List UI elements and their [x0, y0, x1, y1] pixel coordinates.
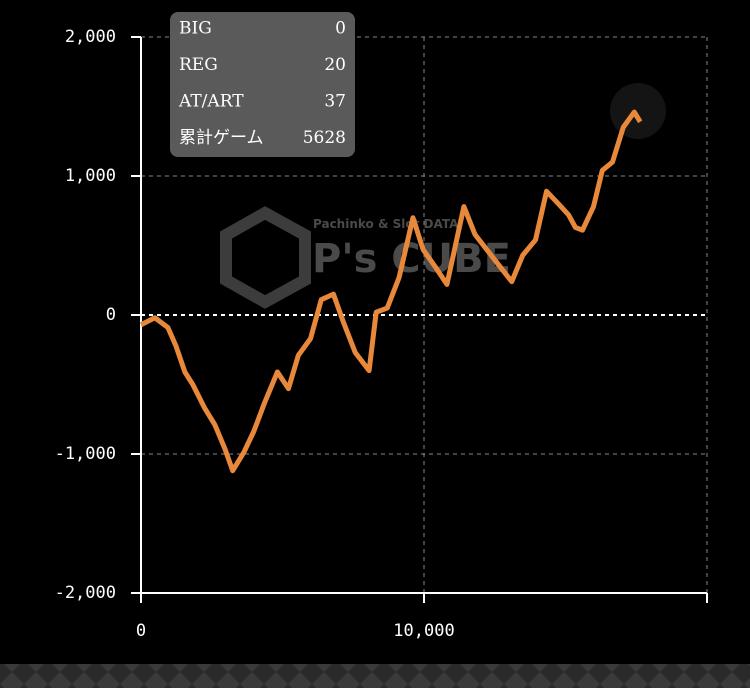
y-tick-label: 1,000	[65, 166, 116, 186]
stat-value: 20	[324, 55, 346, 75]
stat-label: BIG	[179, 19, 212, 39]
stat-label: REG	[179, 55, 218, 75]
stat-value: 37	[324, 92, 346, 112]
y-tick-label: -1,000	[55, 444, 116, 464]
footer-strip	[0, 664, 750, 688]
watermark: Pachinko & Slot DATA P's CUBE	[220, 206, 511, 309]
stats-panel-bg	[170, 12, 355, 157]
x-tick-label: 0	[136, 621, 146, 641]
data-line	[139, 109, 643, 474]
y-tick-label: 2,000	[65, 27, 116, 47]
watermark-logo	[220, 206, 311, 309]
stat-value: 5628	[303, 128, 346, 148]
end-highlight	[610, 83, 666, 139]
plot-area: -2,000 -1,000 0 1,000 2,000 0 10,000	[55, 27, 708, 641]
watermark-tagline: Pachinko & Slot DATA	[313, 217, 459, 231]
stat-label: 累計ゲーム	[179, 128, 264, 148]
y-tick-label: 0	[106, 305, 116, 325]
y-tick-label: -2,000	[55, 583, 116, 603]
stat-label: AT/ART	[178, 92, 244, 112]
stat-value: 0	[335, 19, 346, 39]
stats-panel: BIG 0 REG 20 AT/ART 37 累計ゲーム 5628	[170, 12, 355, 157]
watermark-logo-text: P's CUBE	[312, 236, 511, 282]
x-tick-label: 10,000	[393, 621, 454, 641]
